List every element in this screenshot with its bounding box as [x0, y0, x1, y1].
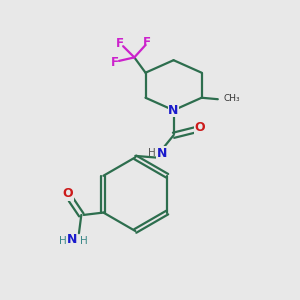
Text: F: F	[116, 37, 124, 50]
Text: H: H	[80, 236, 88, 246]
Text: O: O	[195, 121, 206, 134]
Text: N: N	[168, 104, 179, 117]
Text: N: N	[157, 147, 167, 160]
Text: H: H	[148, 148, 156, 158]
Text: N: N	[67, 233, 78, 246]
Text: O: O	[63, 187, 74, 200]
Text: CH₃: CH₃	[223, 94, 240, 103]
Text: F: F	[143, 36, 151, 49]
Text: H: H	[59, 236, 67, 246]
Text: F: F	[111, 56, 119, 69]
